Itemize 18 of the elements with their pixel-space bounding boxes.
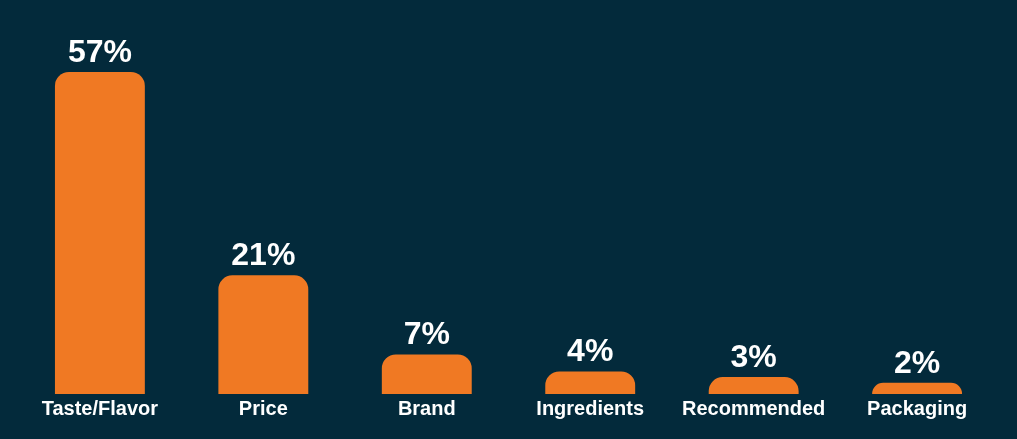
x-tick-label: Ingredients <box>536 397 645 419</box>
data-label: 4% <box>567 332 614 369</box>
data-label: 2% <box>893 343 941 380</box>
bar <box>218 275 309 394</box>
data-label: 57% <box>67 32 132 69</box>
bar <box>708 377 799 394</box>
bar <box>381 354 472 394</box>
x-tick-label: Price <box>238 397 288 419</box>
x-tick-label: Recommended <box>681 397 826 419</box>
bar <box>872 382 963 394</box>
data-label: 7% <box>403 315 450 352</box>
x-tick-label: Brand <box>397 397 456 419</box>
x-tick-label: Packaging <box>867 397 968 419</box>
bar <box>545 371 636 394</box>
bar <box>54 71 145 394</box>
x-tick-label: Taste/Flavor <box>41 397 159 419</box>
data-label: 3% <box>730 338 777 375</box>
data-label: 21% <box>231 236 296 273</box>
